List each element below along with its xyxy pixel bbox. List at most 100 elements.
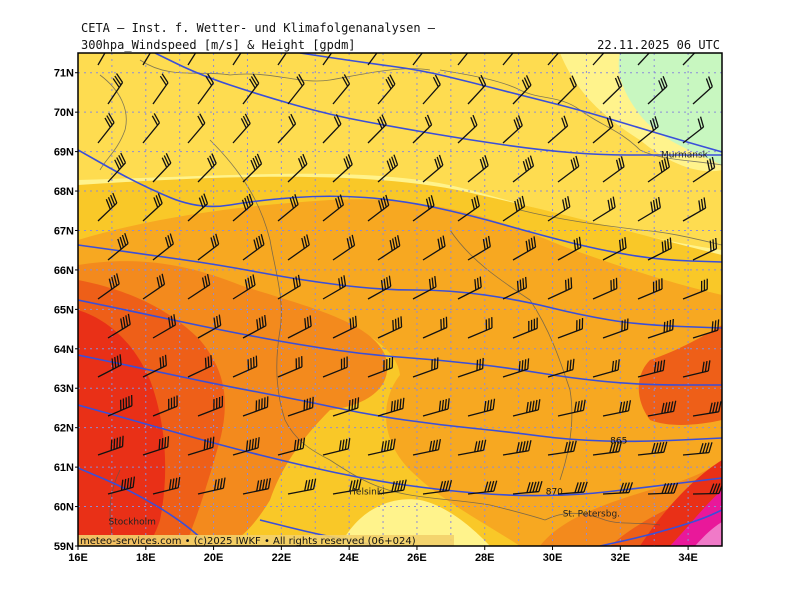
wind-barb bbox=[367, 114, 387, 144]
wind-barb-staff bbox=[367, 448, 394, 456]
wind-barb bbox=[242, 477, 271, 495]
wind-barb bbox=[422, 74, 441, 105]
wind-barb-staff bbox=[332, 163, 353, 183]
wind-barb-staff bbox=[142, 53, 157, 66]
wind-barb-staff bbox=[142, 122, 160, 144]
wind-barb-feather bbox=[519, 441, 523, 453]
wind-barb-staff bbox=[547, 368, 574, 378]
wind-barb-feather bbox=[294, 194, 299, 205]
wind-barb-staff bbox=[142, 283, 165, 300]
wind-barb-feather bbox=[578, 236, 582, 248]
wind-barb-feather bbox=[293, 439, 297, 451]
wind-barb-staff bbox=[377, 407, 404, 417]
wind-barb bbox=[197, 233, 220, 261]
wind-barb-feather bbox=[388, 275, 392, 287]
wind-barb-feather bbox=[351, 399, 354, 410]
wind-barb bbox=[512, 236, 537, 261]
wind-barb bbox=[422, 235, 446, 261]
wind-barb-feather bbox=[430, 195, 435, 206]
wind-barb-feather bbox=[421, 35, 431, 44]
wind-barb-feather bbox=[473, 197, 478, 208]
wind-barb-feather bbox=[517, 115, 523, 126]
wind-barb bbox=[287, 73, 305, 105]
wind-barb-feather bbox=[120, 318, 124, 330]
wind-barb-feather bbox=[249, 276, 254, 287]
wind-barb-feather bbox=[621, 238, 624, 250]
wind-barb bbox=[457, 357, 484, 378]
wind-barb-staff bbox=[197, 406, 223, 417]
coastline-segment bbox=[109, 469, 121, 536]
wind-barb-feather bbox=[266, 396, 269, 408]
wind-barb-staff bbox=[97, 445, 123, 456]
wind-barb-feather bbox=[163, 155, 170, 166]
wind-barb-feather bbox=[304, 480, 308, 491]
wind-barb-feather bbox=[306, 234, 310, 246]
wind-barb-feather bbox=[345, 156, 351, 167]
longitude-label: 28E bbox=[475, 552, 495, 564]
wind-barb-staff bbox=[467, 246, 491, 261]
wind-barb-feather bbox=[669, 237, 672, 249]
wind-barb bbox=[377, 74, 396, 105]
wind-barb-feather bbox=[521, 360, 524, 371]
wind-barb-feather bbox=[666, 238, 670, 250]
wind-barb-feather bbox=[129, 477, 133, 489]
wind-barb-feather bbox=[666, 156, 670, 168]
speed-band-dark_orange bbox=[638, 325, 722, 425]
wind-barb-feather bbox=[516, 442, 520, 453]
wind-barb-feather bbox=[209, 437, 212, 449]
wind-barb-feather bbox=[344, 438, 348, 450]
wind-barb-feather bbox=[248, 439, 252, 451]
wind-barb-staff bbox=[377, 83, 396, 105]
wind-barb bbox=[682, 197, 707, 222]
wind-barb-feather bbox=[176, 395, 178, 407]
wind-barb bbox=[107, 232, 129, 261]
wind-barb-feather bbox=[489, 399, 493, 411]
wind-barb-feather bbox=[158, 438, 161, 450]
wind-barb-staff bbox=[692, 86, 713, 105]
wind-barb-feather bbox=[564, 197, 568, 209]
wind-barb-staff bbox=[592, 125, 614, 144]
wind-barb-feather bbox=[661, 241, 664, 253]
wind-barb-feather bbox=[694, 36, 704, 46]
city-label: St. Petersbg. bbox=[563, 509, 620, 519]
wind-barb-feather bbox=[601, 38, 611, 48]
wind-barb-feather bbox=[574, 482, 579, 493]
wind-barb-feather bbox=[609, 442, 614, 454]
wind-barb-feather bbox=[703, 279, 706, 291]
wind-barb-feather bbox=[492, 398, 496, 410]
footer-strip bbox=[78, 535, 454, 546]
wind-barb-feather bbox=[490, 480, 495, 492]
wind-barb-feather bbox=[662, 359, 666, 371]
wind-barb-feather bbox=[433, 358, 436, 370]
wind-barb-feather bbox=[256, 480, 260, 492]
wind-barb-feather bbox=[583, 481, 588, 493]
wind-barb-feather bbox=[250, 358, 252, 369]
wind-barb bbox=[692, 237, 718, 261]
wind-barb-staff bbox=[412, 205, 435, 222]
wind-barb-feather bbox=[532, 481, 537, 493]
height-contour-line bbox=[78, 404, 722, 497]
wind-barb-feather bbox=[394, 236, 398, 248]
wind-barb bbox=[682, 278, 708, 300]
wind-barb-feather bbox=[440, 319, 442, 330]
wind-barb-staff bbox=[512, 409, 539, 417]
wind-barb-feather bbox=[261, 398, 263, 410]
wind-barb-feather bbox=[355, 479, 359, 491]
wind-barb-feather bbox=[216, 478, 220, 490]
wind-barb-staff bbox=[187, 284, 211, 300]
wind-barb-staff bbox=[232, 53, 248, 66]
height-contour-line bbox=[78, 467, 211, 546]
wind-barb-feather bbox=[213, 399, 215, 410]
wind-barb bbox=[187, 53, 203, 66]
wind-barb-feather bbox=[488, 318, 490, 330]
wind-barb-feather bbox=[245, 440, 249, 452]
wind-barb-staff bbox=[197, 243, 220, 261]
wind-barb-staff bbox=[682, 452, 709, 456]
wind-barb-feather bbox=[104, 117, 111, 128]
wind-barb-feather bbox=[661, 278, 663, 290]
wind-barb-feather bbox=[309, 315, 312, 327]
wind-barb-feather bbox=[341, 439, 345, 451]
wind-barb-feather bbox=[573, 401, 577, 413]
wind-barb-feather bbox=[173, 396, 175, 408]
wind-barb-staff bbox=[232, 284, 256, 300]
